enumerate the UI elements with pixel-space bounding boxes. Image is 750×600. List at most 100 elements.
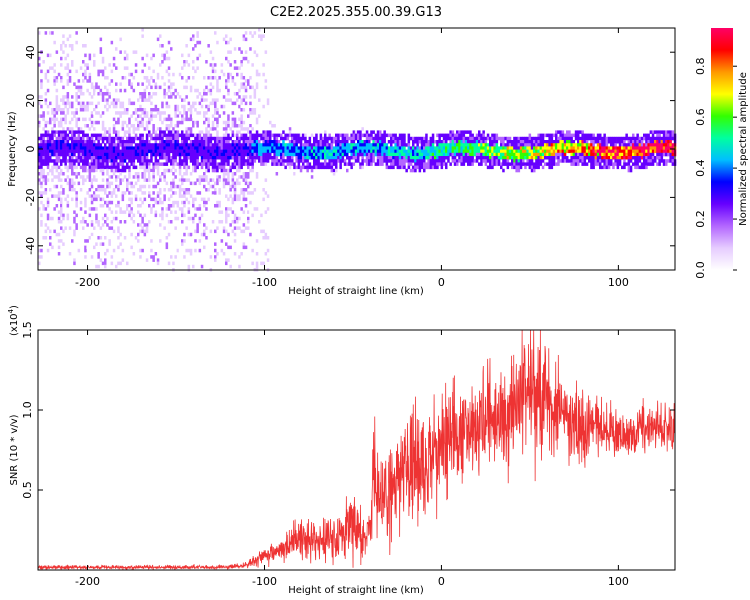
spectrogram-cell [112, 98, 116, 102]
spectrogram-cell [445, 149, 448, 154]
spectrogram-cell [297, 156, 301, 160]
spectrogram-cell [77, 88, 81, 93]
spectrogram-cell [302, 143, 305, 147]
spectrogram-cell [165, 207, 169, 211]
spectrogram-cell [603, 162, 606, 166]
spectrogram-cell [592, 156, 595, 160]
spectrogram-cell [500, 165, 503, 170]
spectrogram-cell [240, 207, 243, 211]
spectrogram-cell [44, 72, 48, 77]
spectrogram-cell [66, 165, 70, 170]
spectrogram-cell [86, 175, 89, 179]
spectrogram-cell [53, 175, 56, 179]
spectrogram-cell [671, 143, 675, 147]
spectrogram-cell [200, 140, 204, 144]
spectrogram-cell [161, 133, 164, 138]
spectrogram-cell [95, 213, 98, 218]
spectrogram-cell [71, 127, 74, 131]
spectrogram-cell [607, 149, 611, 154]
spectrogram-cell [167, 188, 171, 192]
spectrogram-cell [390, 165, 393, 170]
snr-multiplier: (x104) [7, 305, 20, 336]
spectrogram-cell [552, 140, 556, 144]
spectrogram-cell [97, 120, 100, 125]
spectrogram-cell [40, 159, 43, 163]
spectrogram-cell [178, 152, 182, 157]
spectrogram-cell [346, 143, 349, 147]
spectrogram-cell [192, 66, 195, 70]
spectrogram-cell [623, 165, 626, 170]
spectrogram-cell [198, 149, 202, 154]
spectrogram-cell [273, 143, 276, 147]
spectrogram-cell [75, 197, 78, 202]
spectrogram-cell [198, 175, 202, 179]
spectrogram-cell [163, 156, 166, 160]
spectrogram-cell [266, 143, 270, 147]
spectrogram-cell [73, 165, 76, 170]
spectrogram-cell [145, 120, 149, 125]
spectrogram-cell [148, 172, 151, 176]
spectrogram-cell [264, 149, 268, 154]
spectrogram-cell [337, 146, 340, 150]
spectrogram-cell [264, 146, 268, 150]
spectrogram-cell [189, 156, 193, 160]
spectrogram-cell [601, 159, 604, 163]
spectrogram-cell [658, 149, 661, 154]
spectrogram-cell [119, 156, 122, 160]
spectrogram-cell [662, 146, 666, 150]
spectrogram-cell [612, 146, 615, 150]
spectrogram-cell [233, 140, 237, 144]
spectrogram-cell [273, 152, 276, 157]
spectrogram-cell [568, 143, 571, 147]
spectrogram-cell [192, 143, 195, 147]
spectrogram-cell [647, 152, 650, 157]
spectrogram-cell [660, 136, 664, 141]
spectrogram-cell [57, 146, 61, 150]
spectrogram-cell [60, 117, 63, 122]
spectrogram-cell [84, 104, 87, 109]
spectrogram-cell [93, 108, 96, 112]
spectrogram-cell [418, 168, 422, 173]
spectrogram-cell [128, 82, 131, 86]
spectrogram-cell [53, 124, 56, 128]
spectrogram-cell [244, 127, 248, 131]
spectrogram-cell [222, 252, 226, 256]
spectrogram-cell [482, 140, 485, 144]
spectrogram-cell [183, 200, 186, 205]
spectrogram-cell [236, 156, 239, 160]
spectrogram-cell [115, 82, 118, 86]
spectrogram-cell [44, 188, 48, 192]
spectrogram-cell [128, 72, 131, 77]
spectrogram-cell [526, 159, 529, 163]
spectrogram-cell [326, 152, 329, 157]
spectrogram-cell [475, 143, 479, 147]
spectrogram-cell [200, 213, 204, 218]
spectrogram-cell [62, 133, 65, 138]
spectrogram-cell [464, 136, 468, 141]
spectrogram-cell [403, 156, 406, 160]
spectrogram-cell [447, 133, 450, 138]
spectrogram-cell [192, 220, 195, 224]
spectrogram-cell [431, 152, 435, 157]
spectrogram-cell [266, 156, 270, 160]
spectrogram-cell [471, 143, 474, 147]
spectrogram-cell [207, 104, 210, 109]
spectrogram-cell [152, 124, 155, 128]
spectrogram-cell [150, 136, 153, 141]
spectrogram-cell [84, 200, 87, 205]
spectrogram-cell [172, 261, 175, 266]
spectrogram-cell [148, 82, 151, 86]
spectrogram-cell [128, 204, 131, 208]
spectrogram-cell [170, 204, 173, 208]
spectrogram-cell [414, 156, 417, 160]
spectrogram-cell [273, 159, 276, 163]
spectrogram-cell [194, 181, 197, 186]
colorbar-tick-label: 0.6 [694, 108, 707, 126]
spectrogram-cell [62, 172, 65, 176]
spectrogram-cell [482, 133, 485, 138]
spectrogram-cell [563, 133, 567, 138]
spectrogram-cell [119, 143, 122, 147]
spectrogram-cell [284, 149, 287, 154]
spectrogram-cell [363, 159, 367, 163]
spectrogram-cell [231, 178, 235, 182]
